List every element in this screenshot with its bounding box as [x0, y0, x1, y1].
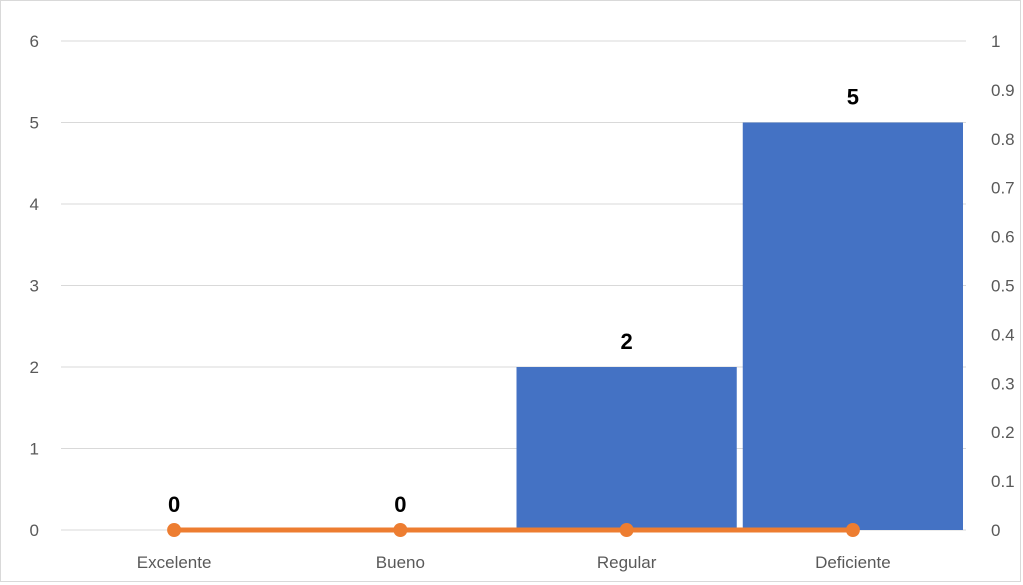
data-label: 0	[168, 492, 180, 517]
y-primary-tick-label: 3	[30, 277, 39, 296]
y-secondary-tick-label: 0.6	[991, 228, 1015, 247]
line-point	[167, 523, 182, 537]
line-point	[619, 523, 634, 537]
y-secondary-tick-label: 0.1	[991, 472, 1015, 491]
x-tick-label: Excelente	[137, 553, 212, 572]
x-tick-label: Regular	[597, 553, 657, 572]
y-primary-tick-label: 0	[30, 521, 39, 540]
line-point	[845, 523, 860, 537]
line-point	[393, 523, 408, 537]
x-tick-label: Bueno	[376, 553, 425, 572]
x-tick-label: Deficiente	[815, 553, 891, 572]
bar	[516, 367, 737, 530]
data-label: 5	[847, 85, 859, 110]
y-secondary-tick-label: 0.3	[991, 374, 1015, 393]
y-primary-tick-label: 2	[30, 358, 39, 377]
y-secondary-tick-label: 0.2	[991, 423, 1015, 442]
y-secondary-tick-label: 0	[991, 521, 1000, 540]
y-primary-tick-label: 4	[30, 195, 39, 214]
y-primary-tick-label: 6	[30, 32, 39, 51]
data-label: 2	[621, 329, 633, 354]
y-secondary-tick-label: 0.9	[991, 81, 1015, 100]
y-primary-tick-label: 1	[30, 440, 39, 459]
y-secondary-tick-label: 0.4	[991, 325, 1015, 344]
y-secondary-tick-label: 0.8	[991, 130, 1015, 149]
y-secondary-tick-label: 0.7	[991, 179, 1015, 198]
y-secondary-tick-label: 1	[991, 32, 1000, 51]
y-secondary-tick-label: 0.5	[991, 277, 1015, 296]
y-primary-tick-label: 5	[30, 114, 39, 133]
data-label: 0	[394, 492, 406, 517]
bar	[742, 122, 963, 530]
